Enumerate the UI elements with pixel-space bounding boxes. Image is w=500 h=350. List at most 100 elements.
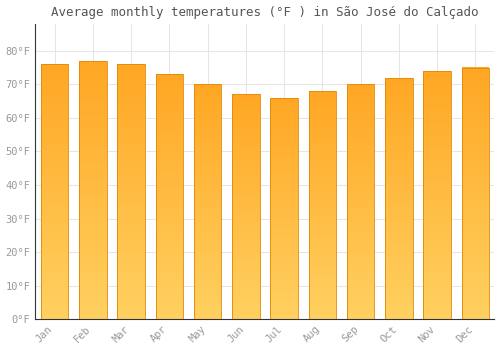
Bar (270, 203, 298, 206)
Bar (79, 222, 106, 225)
Bar (347, 281, 374, 284)
Bar (118, 211, 145, 214)
Bar (270, 297, 298, 300)
Bar (232, 257, 260, 260)
Bar (79, 138, 106, 141)
Bar (232, 302, 260, 305)
Bar (156, 169, 183, 172)
Bar (232, 212, 260, 215)
Bar (347, 84, 374, 87)
Bar (424, 170, 451, 173)
Bar (270, 241, 298, 245)
Bar (156, 304, 183, 307)
Bar (118, 118, 145, 121)
Bar (118, 259, 145, 262)
Bar (194, 122, 222, 125)
Bar (232, 283, 260, 286)
Bar (462, 146, 489, 149)
Bar (79, 125, 106, 129)
Bar (308, 211, 336, 214)
Bar (194, 272, 222, 275)
Bar (156, 301, 183, 304)
Bar (118, 83, 145, 86)
Bar (424, 208, 451, 211)
Bar (41, 74, 68, 77)
Bar (118, 239, 145, 243)
Bar (308, 305, 336, 308)
Bar (232, 232, 260, 235)
Bar (270, 98, 298, 100)
Bar (424, 298, 451, 301)
Bar (79, 67, 106, 70)
Bar (194, 90, 222, 93)
Bar (424, 204, 451, 208)
Bar (118, 182, 145, 186)
Bar (232, 252, 260, 254)
Bar (462, 124, 489, 127)
Bar (385, 159, 412, 162)
Bar (41, 99, 68, 103)
Bar (270, 145, 298, 148)
Bar (41, 163, 68, 166)
Bar (347, 146, 374, 149)
Bar (385, 138, 412, 141)
Bar (424, 235, 451, 239)
Bar (308, 114, 336, 117)
Bar (194, 228, 222, 231)
Bar (270, 156, 298, 159)
Bar (424, 214, 451, 217)
Bar (424, 301, 451, 304)
Bar (308, 117, 336, 120)
Bar (232, 238, 260, 240)
Bar (79, 280, 106, 284)
Bar (79, 119, 106, 122)
Bar (385, 201, 412, 204)
Bar (462, 212, 489, 215)
Bar (194, 296, 222, 299)
Bar (308, 205, 336, 208)
Bar (79, 258, 106, 261)
Bar (118, 176, 145, 179)
Bar (79, 261, 106, 264)
Bar (308, 268, 336, 271)
Bar (308, 314, 336, 316)
Bar (79, 96, 106, 100)
Bar (41, 290, 68, 294)
Bar (308, 259, 336, 262)
Bar (79, 164, 106, 167)
Bar (232, 103, 260, 106)
Bar (79, 251, 106, 255)
Bar (462, 196, 489, 200)
Bar (462, 99, 489, 102)
Bar (347, 228, 374, 231)
Bar (79, 90, 106, 93)
Bar (118, 163, 145, 166)
Bar (156, 96, 183, 99)
Bar (79, 313, 106, 316)
Bar (347, 266, 374, 270)
Bar (79, 109, 106, 112)
Bar (385, 156, 412, 159)
Bar (270, 280, 298, 283)
Bar (41, 188, 68, 192)
Bar (194, 246, 222, 249)
Bar (308, 148, 336, 151)
Bar (118, 99, 145, 103)
Bar (385, 256, 412, 259)
Bar (41, 287, 68, 290)
Bar (118, 64, 145, 67)
Bar (462, 68, 489, 71)
Bar (118, 134, 145, 138)
Bar (41, 284, 68, 287)
Bar (424, 167, 451, 170)
Bar (424, 71, 451, 319)
Bar (194, 243, 222, 246)
Bar (79, 177, 106, 180)
Bar (385, 86, 412, 90)
Bar (308, 199, 336, 202)
Bar (79, 216, 106, 219)
Bar (118, 169, 145, 173)
Bar (424, 80, 451, 83)
Bar (424, 152, 451, 155)
Bar (270, 134, 298, 136)
